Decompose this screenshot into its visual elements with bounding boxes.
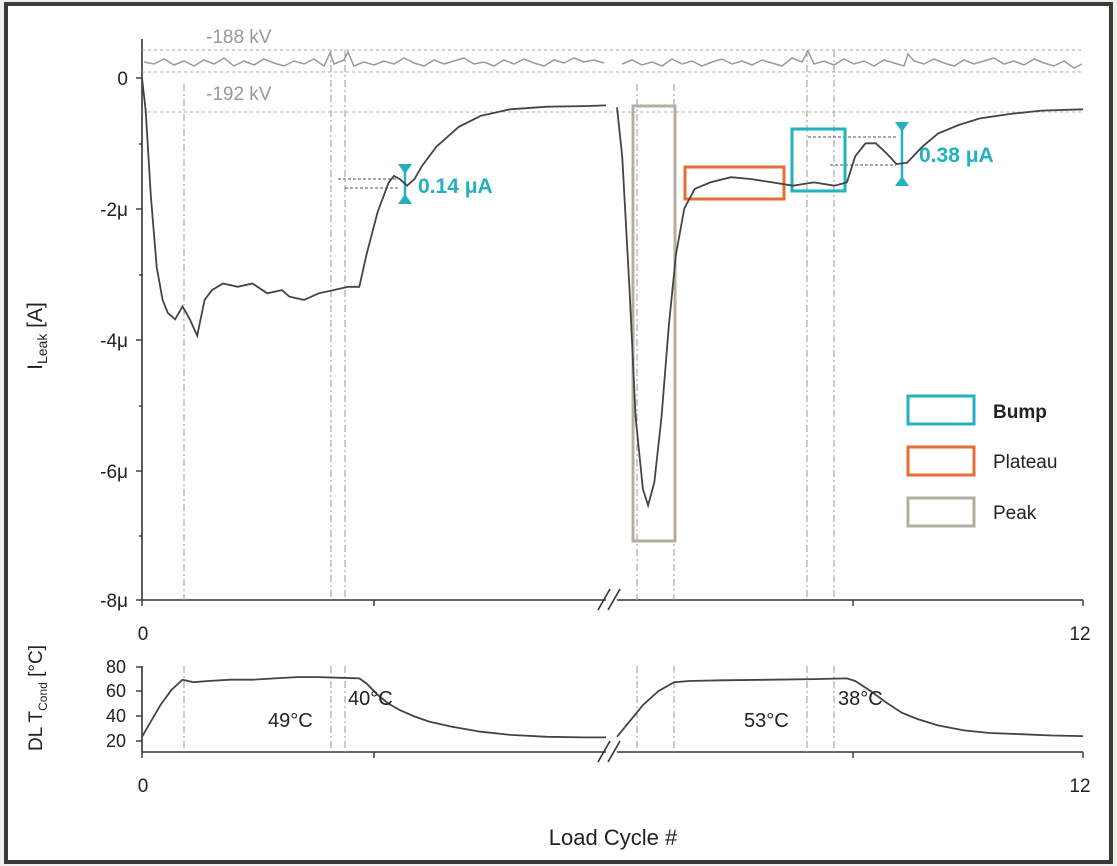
top-x-break-mark-2 [607, 588, 621, 611]
legend-label-peak: Peak [993, 503, 1037, 524]
voltage-trace-right [621, 49, 1083, 69]
voltage-trace-left [143, 50, 605, 68]
figure-frame: 0 -2μ -4μ -6μ -8μ 0 12 ILeak [A] -188 k [4, 2, 1113, 864]
bottom-y-tick-label: 60 [106, 681, 126, 701]
temp-annotation: 38°C [838, 688, 883, 710]
bottom-x-break-mark-1 [597, 740, 611, 763]
temperature-line-left [141, 676, 606, 739]
annotation-arrowhead [398, 194, 412, 204]
legend-swatch-plateau [906, 445, 976, 477]
bottom-x-tick-label: 0 [138, 776, 149, 797]
annotation-014: 0.14 μA [418, 175, 493, 198]
plateau-highlight-box [683, 165, 786, 201]
figure-svg: 0 -2μ -4μ -6μ -8μ 0 12 ILeak [A] -188 k [24, 27, 1091, 850]
bottom-y-tick-label: 20 [106, 731, 126, 751]
x-axis-label: Load Cycle # [549, 825, 678, 850]
annotation-038: 0.38 μA [919, 144, 994, 167]
annotation-arrowhead [895, 122, 909, 132]
legend-label-plateau: Plateau [993, 452, 1057, 473]
leak-current-line-right [616, 107, 1084, 509]
temperature-line-right [616, 677, 1084, 738]
bottom-y-tick-label: 80 [106, 657, 126, 677]
bump-highlight-box [790, 127, 847, 193]
top-y-axis-label: ILeak [A] [24, 302, 50, 370]
annotation-arrowhead [398, 164, 412, 174]
legend-label-bump: Bump [993, 402, 1047, 423]
top-x-tick-label: 12 [1069, 624, 1090, 645]
temp-annotation: 49°C [268, 710, 313, 732]
top-x-break-mark-1 [597, 588, 611, 611]
legend-swatch-peak [906, 496, 976, 528]
annotation-arrowhead [895, 176, 909, 186]
top-y-tick-label: -8μ [100, 591, 128, 612]
peak-highlight-box [631, 104, 677, 543]
legend-swatch-bump [906, 394, 976, 426]
top-y-tick-label: -2μ [100, 200, 128, 221]
leak-current-line-left [141, 77, 607, 339]
temp-annotation: 53°C [744, 710, 789, 732]
voltage-label-high: -188 kV [206, 27, 272, 48]
bottom-x-tick-label: 12 [1069, 776, 1090, 797]
top-y-tick-label: 0 [117, 69, 128, 90]
bottom-y-tick-label: 40 [106, 706, 126, 726]
temp-annotation: 40°C [348, 688, 393, 710]
top-y-tick-label: -4μ [100, 331, 128, 352]
top-x-tick-label: 0 [138, 624, 149, 645]
bottom-x-break-mark-2 [607, 740, 621, 763]
top-y-tick-label: -6μ [100, 462, 128, 483]
voltage-label-low: -192 kV [206, 84, 272, 105]
bottom-y-axis-label: DL TCond [°C] [26, 645, 50, 751]
